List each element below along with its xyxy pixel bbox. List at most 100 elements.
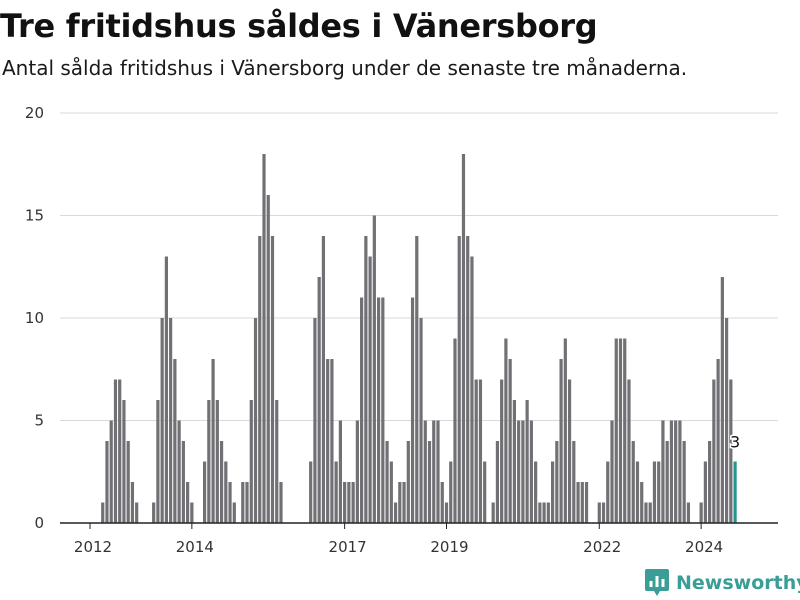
bar (678, 420, 682, 523)
bar (156, 400, 160, 523)
bar (538, 502, 542, 523)
bar (474, 379, 478, 523)
bar (567, 379, 572, 523)
bar-highlight (733, 461, 737, 523)
bar (423, 420, 427, 523)
chart-title: Tre fritidshus såldes i Vänersborg (0, 7, 598, 45)
bar (657, 461, 661, 523)
bar (618, 338, 623, 523)
bar (644, 502, 648, 523)
bar (105, 441, 109, 523)
bar (334, 461, 338, 523)
bar (542, 502, 546, 523)
bar (627, 379, 631, 523)
bar (241, 482, 245, 523)
bar (347, 482, 351, 523)
newsworthy-logo-icon (645, 569, 669, 596)
x-tick-label: 2012 (74, 538, 112, 556)
bar (580, 482, 584, 523)
bar (661, 420, 665, 523)
bar (521, 420, 525, 523)
x-tick-label: 2014 (176, 538, 214, 556)
bar (190, 502, 194, 523)
bar (351, 482, 355, 523)
bar (708, 441, 712, 523)
bar (338, 420, 342, 523)
bar (716, 359, 720, 523)
bar (224, 461, 228, 523)
bar (720, 277, 724, 523)
bar (376, 297, 381, 523)
bar (317, 277, 321, 523)
bar (135, 502, 139, 523)
bar (368, 256, 372, 523)
chart-subtitle: Antal sålda fritidshus i Vänersborg unde… (2, 56, 688, 80)
bar (258, 236, 262, 523)
bar (330, 359, 334, 523)
bar (466, 236, 470, 523)
bars (101, 154, 737, 523)
bar (635, 461, 640, 523)
bar (309, 461, 313, 523)
bar (164, 256, 168, 523)
bar (275, 400, 279, 523)
brand-name: Newsworthy (676, 572, 800, 594)
bar (555, 441, 559, 523)
bar (550, 461, 555, 523)
bar (584, 482, 589, 523)
bar (623, 338, 627, 523)
bar (160, 318, 164, 523)
bar (355, 420, 359, 523)
bar (712, 379, 716, 523)
bar (211, 359, 215, 523)
bar (517, 420, 521, 523)
bar (529, 420, 533, 523)
bar (470, 256, 474, 523)
bar (202, 461, 207, 523)
bar (381, 297, 385, 523)
bar (483, 461, 487, 523)
bar (279, 482, 283, 523)
y-tick-label: 15 (25, 207, 44, 225)
bar (572, 441, 576, 523)
bar (313, 318, 317, 523)
bar (601, 502, 606, 523)
x-tick-label: 2024 (685, 538, 723, 556)
bar (109, 420, 113, 523)
bar (410, 297, 415, 523)
bar (703, 461, 707, 523)
bar (686, 502, 691, 523)
bar (177, 420, 181, 523)
bar (152, 502, 156, 523)
bar (262, 154, 266, 523)
brand-logo[interactable]: Newsworthy (644, 568, 800, 598)
y-tick-label: 10 (25, 309, 44, 327)
bar (614, 338, 618, 523)
bar (432, 420, 436, 523)
bar (245, 482, 249, 523)
bar (610, 420, 614, 523)
bar (118, 379, 122, 523)
bar (249, 400, 253, 523)
bar (169, 318, 173, 523)
bar (402, 482, 406, 523)
bar (512, 400, 516, 523)
y-tick-label: 5 (34, 412, 44, 430)
y-tick-label: 20 (25, 104, 44, 122)
bar (449, 461, 453, 523)
bar (495, 441, 500, 523)
highlight-value-label: 3 (730, 433, 740, 452)
bar (640, 482, 644, 523)
bar (321, 236, 326, 523)
bar (491, 502, 495, 523)
bar (343, 482, 347, 523)
bar (725, 318, 729, 523)
bar (478, 379, 483, 523)
bar (219, 441, 224, 523)
bar (597, 502, 601, 523)
bar (360, 297, 364, 523)
bar (631, 441, 635, 523)
bar (398, 482, 402, 523)
bar (440, 482, 444, 523)
bar (669, 420, 674, 523)
